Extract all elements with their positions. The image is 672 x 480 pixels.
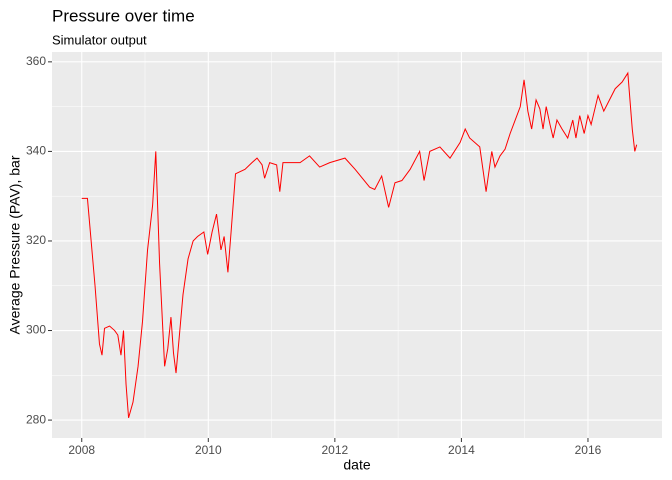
x-tick-label: 2008 (68, 443, 95, 457)
y-axis-label: Average Pressure (PAV), bar (7, 155, 23, 334)
x-tick-label: 2016 (575, 443, 602, 457)
x-axis-label: date (343, 457, 370, 473)
y-tick-label: 340 (26, 144, 46, 158)
plot-panel (52, 52, 662, 438)
y-tick-label: 280 (26, 412, 46, 426)
chart-subtitle: Simulator output (52, 32, 147, 47)
y-tick-label: 300 (26, 323, 46, 337)
x-tick-label: 2010 (195, 443, 222, 457)
y-tick-label: 360 (26, 54, 46, 68)
chart-title: Pressure over time (52, 6, 195, 25)
y-tick-label: 320 (26, 233, 46, 247)
x-tick-label: 2014 (448, 443, 475, 457)
data-line (81, 71, 638, 418)
x-tick-label: 2012 (322, 443, 349, 457)
